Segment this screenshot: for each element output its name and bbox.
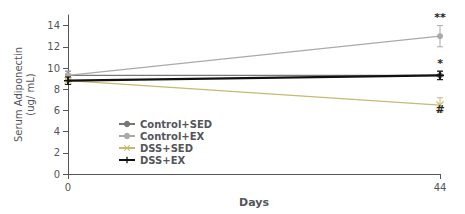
svg-text:8: 8 — [54, 84, 60, 95]
svg-text:0: 0 — [54, 169, 60, 180]
svg-text:14: 14 — [47, 20, 60, 31]
svg-text:DSS+SED: DSS+SED — [140, 143, 193, 154]
svg-text:4: 4 — [54, 126, 60, 137]
svg-text:Control+SED: Control+SED — [140, 119, 212, 130]
svg-text:44: 44 — [434, 182, 447, 193]
svg-text:Control+EX: Control+EX — [140, 131, 205, 142]
svg-text:*: * — [437, 57, 443, 70]
svg-text:10: 10 — [47, 63, 60, 74]
svg-text:12: 12 — [47, 41, 60, 52]
svg-text:0: 0 — [65, 182, 71, 193]
svg-text:#: # — [435, 103, 444, 116]
svg-text:Serum Adiponectin: Serum Adiponectin — [13, 47, 24, 142]
svg-text:2: 2 — [54, 147, 60, 158]
svg-text:DSS+EX: DSS+EX — [140, 155, 185, 166]
svg-text:(ug/ mL): (ug/ mL) — [25, 73, 36, 115]
svg-text:Days: Days — [239, 196, 269, 209]
svg-text:**: ** — [434, 11, 446, 24]
svg-text:6: 6 — [54, 105, 60, 116]
